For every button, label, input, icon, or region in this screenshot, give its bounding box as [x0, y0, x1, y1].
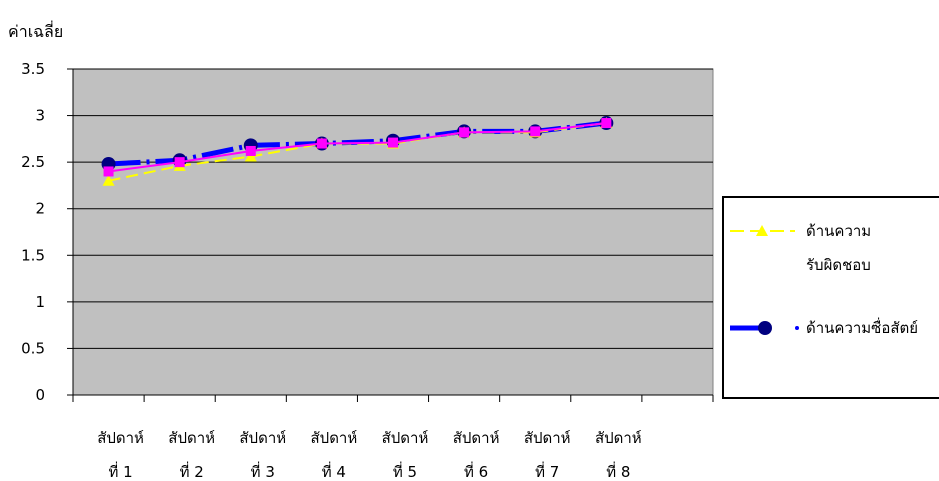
x-tick-label: ที่ 3 [251, 461, 275, 481]
y-tick-label: 2 [35, 200, 45, 218]
x-tick-label: สัปดาห์ [524, 429, 571, 447]
series-line [108, 122, 607, 173]
x-tick-label: สัปดาห์ [595, 429, 642, 447]
y-tick-label: 0.5 [21, 339, 45, 357]
x-tick-label: สัปดาห์ [382, 429, 429, 447]
data-point [459, 127, 470, 138]
data-point [388, 137, 398, 148]
legend-label: ด้านความซื่อสัตย์ [806, 317, 918, 337]
x-tick-label: ที่ 7 [535, 461, 559, 481]
data-point [245, 145, 256, 156]
legend-entry-2: ด้านความซื่อสัตย์ [730, 317, 918, 337]
y-tick-label: 2.5 [21, 153, 45, 171]
x-tick-label: สัปดาห์ [239, 429, 286, 447]
x-tick-label: ที่ 8 [606, 461, 630, 481]
x-tick-labels: สัปดาห์ที่ 1 สัปดาห์ที่ 2 สัปดาห์ที่ 3 สัปด… [97, 429, 642, 481]
legend-label: ด้านความ [806, 222, 871, 240]
y-tick-label: 1.5 [21, 246, 45, 264]
x-tick-label: ที่ 2 [180, 461, 204, 481]
x-tick-label: ที่ 1 [108, 461, 132, 481]
x-tick-label: ที่ 6 [464, 461, 488, 481]
series-layer [101, 116, 614, 186]
legend-marker [758, 321, 772, 335]
y-tick-labels: 0 0.5 1 1.5 2 2.5 3 3.5 [21, 60, 45, 404]
series-3 [103, 118, 612, 177]
x-tick-label: สัปดาห์ [168, 429, 215, 447]
data-point [174, 157, 185, 168]
y-tick-label: 3.5 [21, 60, 45, 78]
data-point [530, 126, 541, 137]
y-axis-label: ค่าเฉลี่ย [8, 20, 63, 41]
x-tick-label: สัปดาห์ [97, 429, 144, 447]
axes [67, 68, 714, 402]
y-tick-label: 0 [35, 386, 45, 404]
x-tick-label: ที่ 5 [393, 461, 417, 481]
x-tick-label: สัปดาห์ [453, 429, 500, 447]
data-point [103, 166, 114, 177]
data-point [244, 150, 257, 162]
x-tick-label: สัปดาห์ [311, 429, 358, 447]
plot-area [72, 68, 714, 396]
data-point [102, 174, 115, 186]
y-tick-label: 1 [35, 293, 45, 311]
x-tick-label: ที่ 4 [322, 461, 346, 481]
y-tick-label: 3 [35, 107, 45, 125]
legend-label: รับผิดชอบ [806, 256, 871, 274]
legend-marker [756, 225, 768, 236]
data-point [601, 118, 612, 129]
legend-dash-dot [795, 326, 799, 330]
data-point [316, 138, 327, 149]
